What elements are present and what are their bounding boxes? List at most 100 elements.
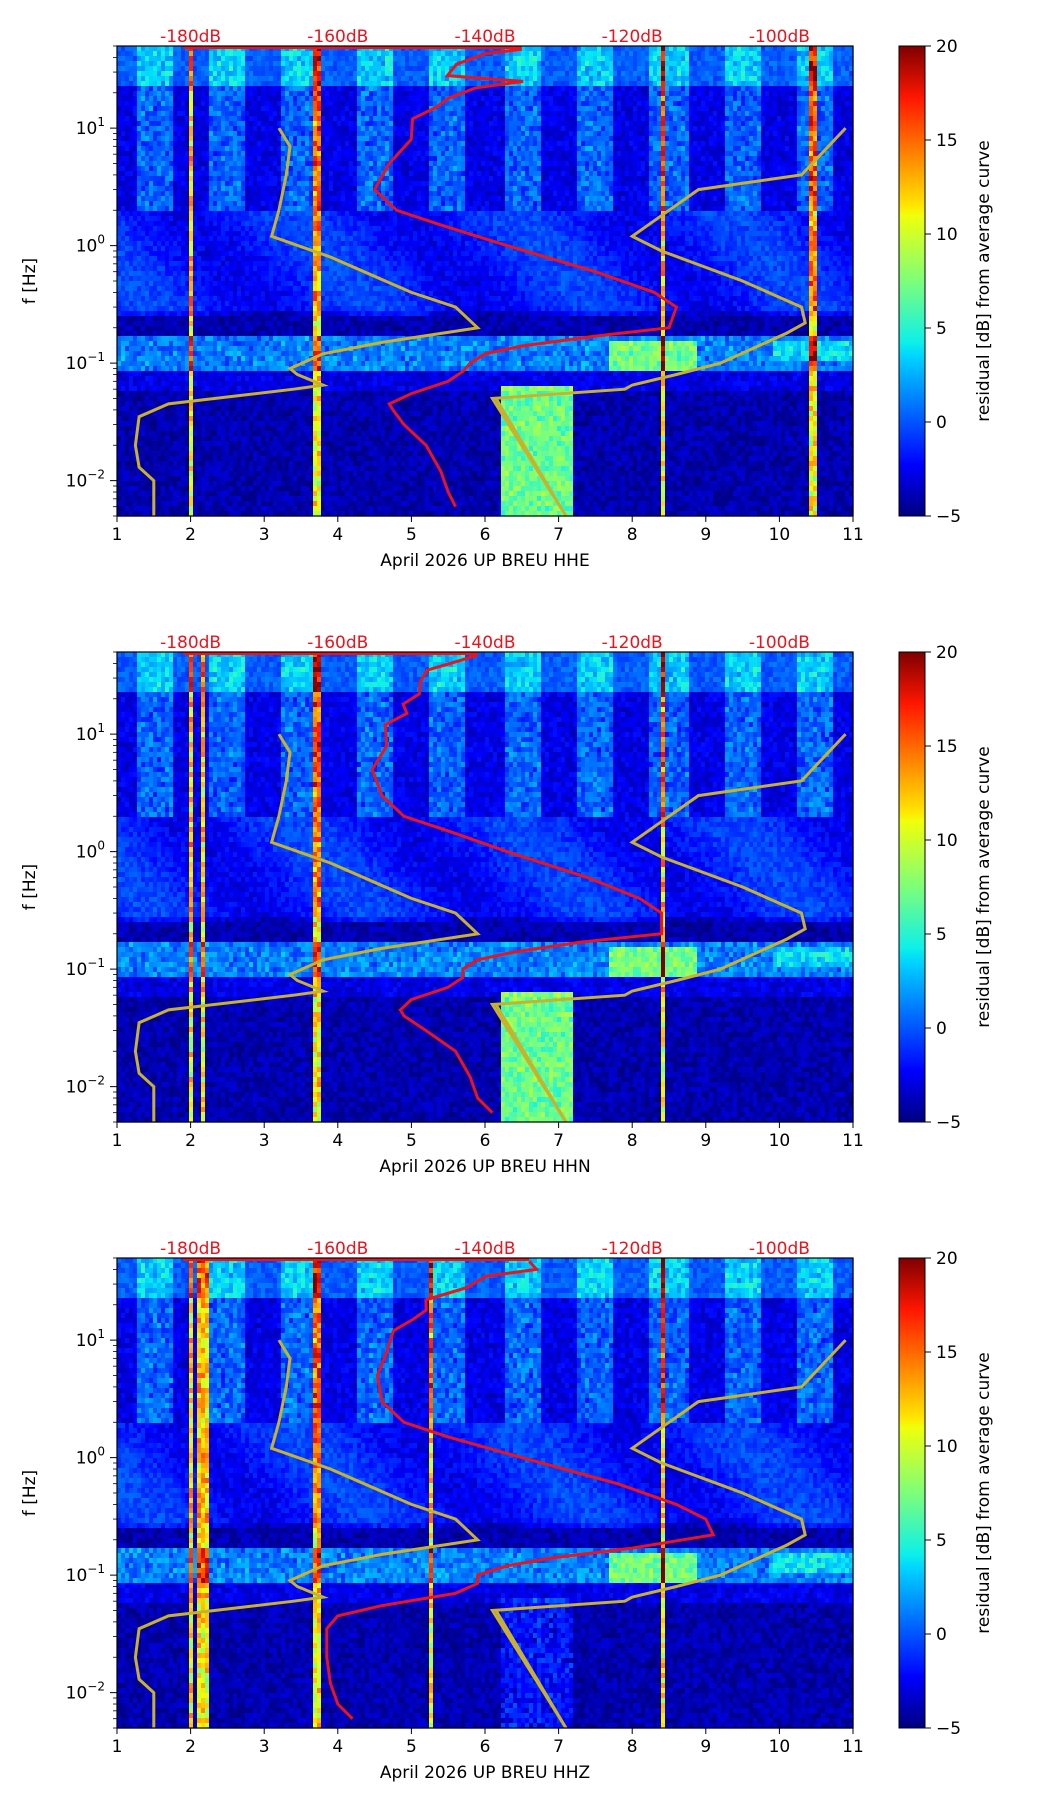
heatmap-cell [141, 211, 146, 217]
heatmap-cell [133, 331, 138, 337]
heatmap-cell [121, 161, 126, 167]
heatmap-cell [137, 296, 142, 302]
heatmap-cell [129, 336, 134, 342]
heatmap-cell [133, 496, 138, 502]
heatmap-cell [129, 431, 134, 437]
heatmap-cell [121, 461, 126, 467]
heatmap-cell [117, 261, 122, 267]
heatmap-cell [137, 106, 142, 112]
heatmap-cell [141, 141, 146, 147]
heatmap-cell [117, 461, 122, 467]
heatmap-cell [129, 391, 134, 397]
heatmap-cell [141, 286, 146, 292]
heatmap-cell [117, 351, 122, 357]
heatmap-cell [137, 306, 142, 312]
heatmap-cell [125, 401, 130, 407]
heatmap-cell [129, 411, 134, 417]
heatmap-cell [125, 96, 130, 102]
heatmap-cell [141, 261, 146, 267]
heatmap-cell [121, 166, 126, 172]
heatmap-cell [121, 86, 126, 92]
heatmap-cell [133, 246, 138, 252]
heatmap-cell [121, 421, 126, 427]
heatmap-cell [133, 471, 138, 477]
heatmap-cell [129, 61, 134, 67]
heatmap-cell [121, 196, 126, 202]
heatmap-cell [117, 441, 122, 447]
heatmap-cell [117, 71, 122, 77]
heatmap-cell [133, 361, 138, 367]
heatmap-cell [121, 331, 126, 337]
heatmap-cell [125, 66, 130, 72]
figure-canvas: -180dB -160dB -140dB -120dB -100dB1 2 3 4 5 6 7 8 9 1… [0, 0, 1052, 1806]
heatmap-cell [137, 141, 142, 147]
heatmap-cell [125, 101, 130, 107]
heatmap-cell [137, 241, 142, 247]
heatmap-cell [133, 306, 138, 312]
heatmap-cell [125, 51, 130, 57]
heatmap-cell [129, 366, 134, 372]
heatmap-cell [121, 301, 126, 307]
heatmap-cell [137, 201, 142, 207]
heatmap-cell [121, 386, 126, 392]
heatmap-cell [125, 81, 130, 87]
heatmap-cell [129, 81, 134, 87]
heatmap-cell [137, 276, 142, 282]
heatmap-cell [117, 136, 122, 142]
heatmap-cell [137, 256, 142, 262]
heatmap-cell [129, 116, 134, 122]
heatmap-cell [141, 256, 146, 262]
heatmap-cell [145, 86, 150, 92]
heatmap-cell [133, 266, 138, 272]
heatmap-cell [133, 276, 138, 282]
heatmap-cell [129, 196, 134, 202]
heatmap-cell [117, 266, 122, 272]
heatmap-cell [121, 286, 126, 292]
heatmap-cell [125, 141, 130, 147]
heatmap-cell [133, 481, 138, 487]
heatmap-cell [117, 481, 122, 487]
heatmap-cell [121, 341, 126, 347]
heatmap-cell [141, 386, 146, 392]
heatmap-cell [121, 366, 126, 372]
heatmap-cell [121, 51, 126, 57]
heatmap-cell [129, 491, 134, 497]
heatmap-cell [129, 161, 134, 167]
heatmap-cell [125, 391, 130, 397]
heatmap-cell [137, 381, 142, 387]
heatmap-cell [125, 111, 130, 117]
heatmap-cell [133, 506, 138, 512]
heatmap-cell [121, 296, 126, 302]
heatmap-cell [125, 351, 130, 357]
heatmap-cell [137, 336, 142, 342]
heatmap-cell [141, 191, 146, 197]
heatmap-cell [137, 61, 142, 67]
heatmap-cell [129, 51, 134, 57]
heatmap-cell [125, 446, 130, 452]
heatmap-cell [129, 96, 134, 102]
heatmap-cell [117, 246, 122, 252]
heatmap-cell [133, 171, 138, 177]
heatmap-cell [129, 256, 134, 262]
heatmap-cell [117, 326, 122, 332]
heatmap-cell [125, 406, 130, 412]
heatmap-cell [129, 136, 134, 142]
panel-hhe: -180dB -160dB -140dB -120dB -100dB1 2 3 4 5 6 7 8 9 1… [20, 27, 994, 571]
heatmap-cell [117, 271, 122, 277]
heatmap-cell [137, 246, 142, 252]
heatmap-cell [121, 276, 126, 282]
heatmap-cell [117, 411, 122, 417]
heatmap-cell [117, 341, 122, 347]
heatmap-cell [117, 221, 122, 227]
heatmap-cell [125, 166, 130, 172]
heatmap-cell [141, 376, 146, 382]
heatmap-cell [121, 241, 126, 247]
heatmap-cell [121, 151, 126, 157]
heatmap-cell [141, 306, 146, 312]
heatmap-cell [129, 326, 134, 332]
heatmap-cell [117, 91, 122, 97]
heatmap-cell [117, 206, 122, 212]
heatmap-cell [137, 286, 142, 292]
heatmap-cell [117, 66, 122, 72]
heatmap-cell [125, 226, 130, 232]
